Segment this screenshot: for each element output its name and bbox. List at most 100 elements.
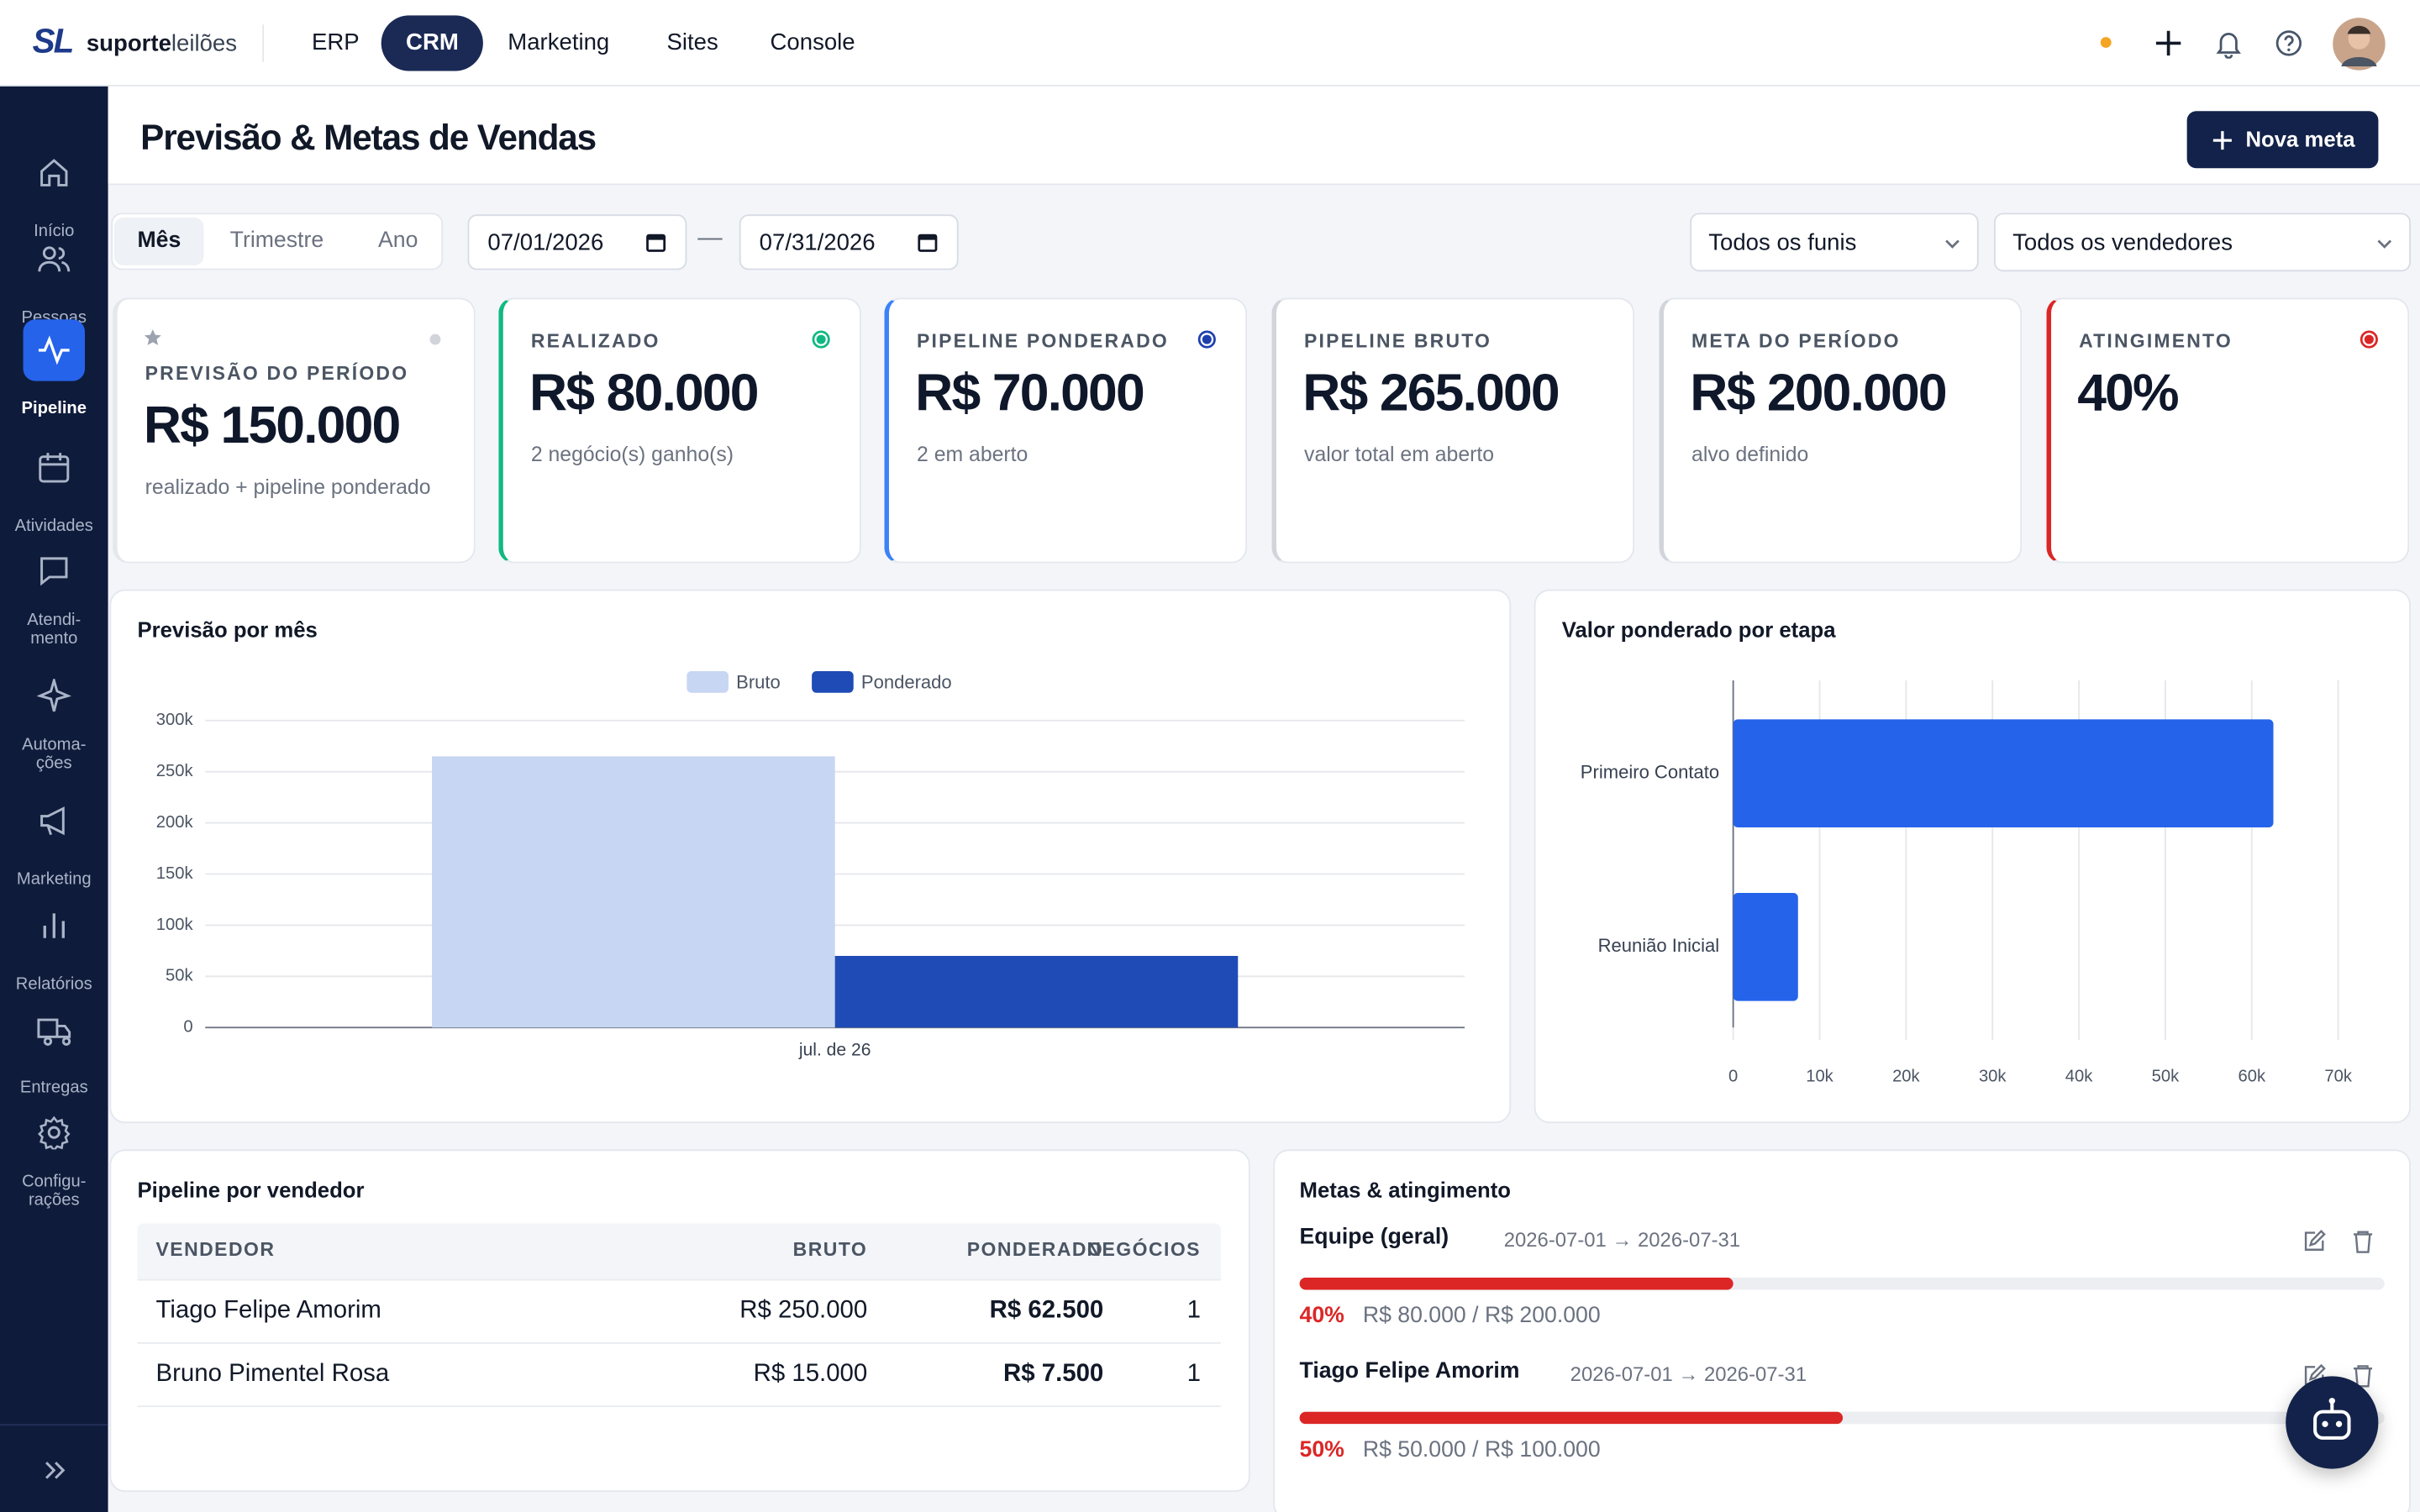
kpi-value: R$ 265.000 — [1302, 364, 1560, 423]
nav-label[interactable]: Configu- rações — [22, 1172, 87, 1210]
nav-label[interactable]: Atividades — [14, 517, 93, 536]
kpi-note: 2 negócio(s) ganho(s) — [530, 443, 734, 466]
date-input[interactable]: 07/01/2026 — [467, 214, 687, 270]
goal-percent: 50% — [1299, 1437, 1344, 1463]
table-card: Pipeline por vendedor VENDEDOR BRUTO PONDER… — [109, 1149, 1250, 1493]
chart: 0 10k 20k 30k 40k 50k 60k 70k Primeiro Contato Re… — [1581, 680, 2353, 1085]
table-cell: R$ 7.500 — [1002, 1361, 1104, 1388]
nav-icon[interactable] — [37, 242, 71, 276]
y-tick-label: 150k — [156, 864, 194, 883]
bar — [432, 756, 835, 1028]
y-tick-label: Reunião Inicial — [1598, 935, 1720, 956]
kpi-label: META DO PERÍODO — [1691, 330, 1901, 352]
kpi-label: PIPELINE PONDERADO — [917, 330, 1169, 352]
column-header: BRUTO — [792, 1238, 868, 1261]
logo-mark: SL — [32, 21, 75, 60]
nav-item[interactable]: Sites — [666, 29, 718, 56]
progress-fill — [1299, 1411, 1843, 1425]
nav-icon[interactable] — [37, 909, 71, 942]
table-cell: 1 — [1186, 1297, 1201, 1324]
x-tick-label: 50k — [2152, 1067, 2180, 1085]
status-dot — [2100, 37, 2112, 48]
collapse-icon[interactable] — [42, 1458, 66, 1483]
brand-bold: suporte — [86, 30, 171, 57]
period-option[interactable]: Ano — [378, 228, 418, 254]
nav-item[interactable]: CRM — [381, 15, 484, 71]
nav-label[interactable]: Início — [34, 222, 75, 241]
bar — [834, 955, 1239, 1028]
y-tick-label: 0 — [183, 1018, 192, 1037]
kpi-label: REALIZADO — [530, 330, 660, 352]
new-goal-button[interactable]: Nova meta — [2186, 111, 2379, 169]
bar — [1733, 893, 1798, 1001]
column-header: NEGÓCIOS — [1086, 1238, 1201, 1261]
nav-label[interactable]: Automa- ções — [22, 736, 87, 774]
legend-label: Ponderado — [861, 672, 952, 693]
table-cell: R$ 62.500 — [989, 1297, 1104, 1324]
date-separator: — — [697, 225, 723, 252]
legend-swatch — [687, 670, 729, 693]
delete-icon[interactable] — [2350, 1230, 2375, 1254]
kpi-card: PIPELINE PONDERADO R$ 70.000 2 em aberto — [884, 297, 1248, 564]
y-tick-label: 250k — [156, 762, 194, 780]
x-tick-label: 20k — [1892, 1067, 1920, 1085]
calendar-icon — [646, 234, 666, 252]
table-cell: Tiago Felipe Amorim — [155, 1297, 381, 1324]
nav-icon[interactable] — [37, 804, 71, 837]
row-divider — [137, 1405, 1221, 1408]
nav-icon[interactable] — [37, 1012, 71, 1046]
kpi-value: R$ 70.000 — [915, 364, 1145, 423]
kpi-card: ATINGIMENTO 40% — [2046, 297, 2410, 564]
y-tick-label: 300k — [156, 711, 194, 729]
nav-label[interactable]: Entregas — [19, 1078, 88, 1097]
help-icon — [2275, 30, 2302, 56]
x-tick-label: 70k — [2324, 1067, 2352, 1085]
select-value: Todos os funis — [1708, 229, 1857, 256]
status-dot — [2360, 330, 2378, 349]
kpi-card: META DO PERÍODO R$ 200.000 alvo definido — [1659, 297, 2023, 564]
goal-period: 2026-07-01 → 2026-07-31 — [1503, 1228, 1741, 1252]
chevron-icon — [1945, 239, 1960, 249]
nav-label[interactable]: Relatórios — [15, 974, 92, 994]
x-tick-label: 0 — [1728, 1067, 1738, 1085]
x-tick-label: 30k — [1979, 1067, 2007, 1085]
progress-track — [1299, 1411, 2385, 1425]
plus-icon — [2212, 131, 2232, 150]
goal-amount: R$ 50.000 / R$ 100.000 — [1362, 1437, 1601, 1463]
table-cell: R$ 15.000 — [753, 1361, 868, 1388]
divider — [262, 24, 265, 62]
select-value: Todos os vendedores — [2012, 229, 2233, 256]
kpi-note: valor total em aberto — [1304, 443, 1495, 466]
topbar: SL suporteleilões ERP CRM Marketing Sites Cons… — [0, 0, 2420, 87]
edit-icon[interactable] — [2302, 1230, 2326, 1254]
divider — [0, 1424, 108, 1426]
bar — [1733, 719, 2274, 827]
nav-icon[interactable] — [37, 554, 71, 587]
select[interactable]: Todos os funis — [1690, 213, 1979, 272]
delete-icon[interactable] — [2350, 1364, 2375, 1389]
nav-icon[interactable] — [37, 679, 71, 712]
table-cell: 1 — [1186, 1361, 1201, 1388]
nav-item[interactable]: Marketing — [508, 29, 610, 56]
chat-bot-button[interactable] — [2286, 1376, 2379, 1469]
nav-label[interactable]: Marketing — [16, 869, 92, 889]
chart-title: Valor ponderado por etapa — [1561, 617, 1836, 643]
nav-item[interactable]: Console — [770, 29, 855, 56]
avatar — [2333, 18, 2386, 71]
status-dot — [812, 330, 830, 349]
select[interactable]: Todos os vendedores — [1994, 213, 2411, 272]
nav-icon[interactable] — [37, 450, 71, 484]
date-input[interactable]: 07/31/2026 — [739, 214, 959, 270]
goal-name: Equipe (geral) — [1299, 1225, 1449, 1250]
period-option[interactable]: Mês — [137, 228, 182, 254]
nav-label[interactable]: Pipeline — [21, 399, 87, 418]
nav-label[interactable]: Atendi- mento — [27, 611, 82, 648]
nav-icon[interactable] — [37, 1116, 71, 1150]
nav-icon[interactable] — [37, 333, 71, 367]
brand-light: leilões — [171, 30, 238, 57]
progress-track — [1299, 1277, 2385, 1290]
nav-item[interactable]: ERP — [312, 29, 360, 56]
period-option[interactable]: Trimestre — [229, 228, 324, 254]
nav-icon[interactable] — [37, 156, 71, 190]
